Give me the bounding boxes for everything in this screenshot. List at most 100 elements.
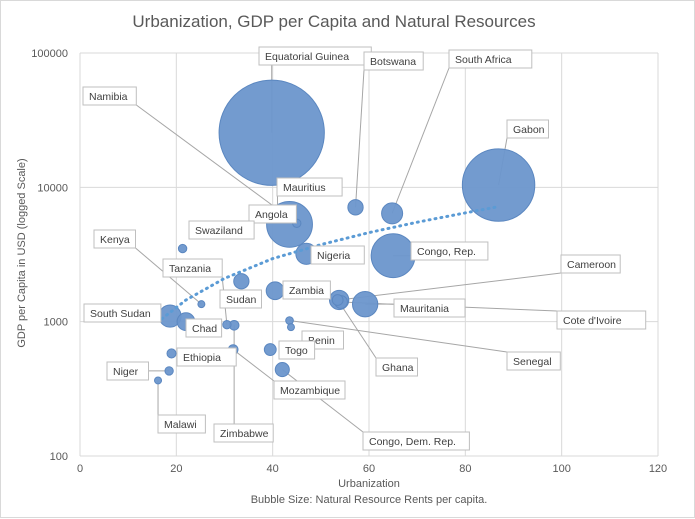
bubble-botswana [347, 199, 364, 216]
chart-title: Urbanization, GDP per Capita and Natural… [132, 12, 535, 31]
x-axis-label: Urbanization [338, 478, 400, 490]
data-label-cameroon: Cameroon [567, 259, 616, 271]
tick-layer: 0 20 40 60 80 100 120 100 1000 10000 100000 [31, 48, 667, 475]
data-label-tanzania: Tanzania [169, 263, 211, 275]
data-label-niger: Niger [113, 366, 139, 378]
label-box-south-sudan [83, 303, 162, 323]
label-box-mauritania [393, 298, 466, 318]
data-label-congo-dem-rep: Congo, Dem. Rep. [369, 436, 456, 448]
label-box-nigeria [310, 245, 365, 265]
label-box-botswana [363, 51, 424, 71]
y-tick-label: 10000 [37, 182, 68, 194]
bubble-ethiopia [166, 348, 177, 359]
label-box-tanzania [162, 258, 223, 278]
label-box-namibia [82, 86, 137, 106]
label-box-zimbabwe [213, 423, 274, 443]
label-box-ghana [375, 357, 418, 377]
y-tick-label: 1000 [44, 317, 68, 329]
label-box-niger [106, 361, 149, 381]
data-label-ethiopia: Ethiopia [183, 352, 221, 364]
label-box-mozambique [273, 380, 346, 400]
leader-ghana [337, 299, 377, 359]
x-tick-label: 0 [77, 463, 83, 475]
label-box-sudan [219, 289, 262, 309]
y-tick-label: 100 [50, 451, 68, 463]
data-label-gabon: Gabon [513, 124, 545, 136]
leader-namibia [136, 104, 298, 224]
label-box-ethiopia [176, 347, 237, 367]
bubble-layer [154, 79, 536, 385]
data-label-mauritius: Mauritius [283, 182, 326, 194]
data-label-chad: Chad [192, 323, 217, 335]
bubble-swaziland [177, 243, 188, 254]
bubble-zambia [265, 281, 285, 301]
label-box-senegal [506, 351, 561, 371]
bubble-sudan [233, 273, 250, 290]
data-label-malawi: Malawi [164, 419, 197, 431]
data-label-nigeria: Nigeria [317, 250, 350, 262]
data-label-south-africa: South Africa [455, 54, 512, 66]
leader-mozambique [232, 349, 275, 382]
leader-south-africa [391, 67, 450, 214]
y-tick-label: 100000 [31, 48, 68, 60]
y-axis-label: GDP per Capita in USD (logged Scale) [16, 158, 28, 347]
bubble-south-africa [381, 202, 404, 225]
label-layer: Equatorial Guinea Botswana South Africa Nam… [82, 46, 647, 451]
data-label-togo: Togo [285, 345, 308, 357]
bubble-togo [263, 343, 277, 356]
data-label-mozambique: Mozambique [280, 385, 340, 397]
data-label-angola: Angola [255, 209, 288, 221]
x-tick-label: 60 [363, 463, 375, 475]
bubble-ghana [331, 294, 344, 306]
data-label-senegal: Senegal [513, 356, 552, 368]
bubble-kenya [197, 300, 206, 309]
data-label-equatorial-guinea: Equatorial Guinea [265, 51, 349, 63]
data-label-sudan: Sudan [226, 294, 257, 306]
data-label-kenya: Kenya [100, 234, 130, 246]
label-box-angola [248, 204, 297, 224]
leader-senegal [289, 320, 508, 353]
data-label-namibia: Namibia [89, 91, 128, 103]
data-label-swaziland: Swaziland [195, 225, 243, 237]
data-label-mauritania: Mauritania [400, 303, 449, 315]
label-box-south-africa [448, 49, 533, 69]
bubble-benin [286, 323, 295, 332]
label-box-cote-d-ivoire [556, 310, 647, 330]
label-box-congo-dem-rep [362, 431, 470, 451]
data-label-cote-d-ivoire: Cote d'Ivoire [563, 315, 622, 327]
label-box-malawi [157, 414, 206, 434]
bubble-mauritania [351, 290, 379, 318]
label-box-togo [278, 340, 316, 360]
x-tick-label: 100 [552, 463, 570, 475]
leader-cameroon [339, 272, 562, 301]
data-label-botswana: Botswana [370, 56, 416, 68]
x-tick-label: 120 [649, 463, 667, 475]
bubble-tanzania [222, 319, 232, 330]
label-box-gabon [506, 119, 549, 139]
label-box-cameroon [560, 254, 621, 274]
label-box-zambia [282, 280, 331, 300]
x-tick-label: 80 [459, 463, 471, 475]
x-tick-label: 20 [170, 463, 182, 475]
bubble-congo-dem-rep [274, 362, 290, 378]
x-tick-label: 40 [267, 463, 279, 475]
data-label-congo-rep: Congo, Rep. [417, 246, 476, 258]
label-box-chad [185, 318, 223, 338]
bubble-congo-rep [370, 233, 416, 279]
label-box-congo-rep [410, 241, 489, 261]
bubble-niger [164, 366, 174, 376]
data-label-south-sudan: South Sudan [90, 308, 151, 320]
label-box-swaziland [188, 220, 255, 240]
leader-botswana [355, 69, 365, 208]
label-box-kenya [93, 229, 136, 249]
data-label-zambia: Zambia [289, 285, 324, 297]
bubble-gabon [461, 148, 536, 222]
data-label-zimbabwe: Zimbabwe [220, 428, 269, 440]
leader-congo-dem-rep [281, 369, 364, 433]
bubble-senegal [285, 316, 294, 325]
bubble-malawi [154, 376, 163, 385]
footnote: Bubble Size: Natural Resource Rents per … [251, 494, 488, 506]
label-box-mauritius [276, 177, 343, 197]
